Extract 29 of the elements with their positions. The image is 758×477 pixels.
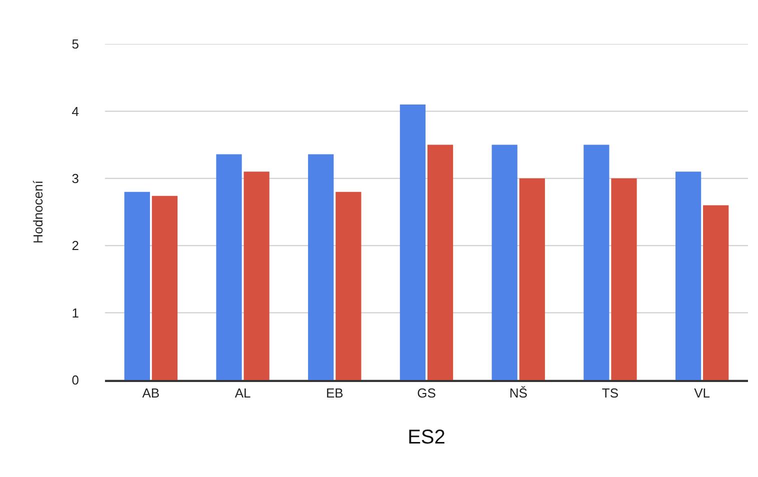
y-tick-label: 2	[72, 238, 79, 254]
bar	[400, 104, 426, 380]
bar	[519, 178, 545, 380]
y-tick-label: 3	[72, 170, 79, 186]
y-axis-title: Hodnocení	[30, 180, 46, 244]
x-tick-label: EB	[326, 385, 344, 400]
bar	[675, 172, 702, 380]
text: ES2	[408, 426, 446, 448]
x-tick-label: TS	[602, 385, 619, 400]
bar	[611, 178, 637, 380]
x-tick-label: VL	[694, 385, 710, 400]
x-tick-label: AB	[142, 385, 160, 400]
bar	[308, 154, 334, 380]
y-tick-label: 4	[72, 104, 79, 119]
bar	[492, 144, 518, 380]
y-tick-label: 0	[72, 372, 79, 388]
bar	[336, 192, 362, 380]
y-tick-label: 5	[72, 36, 79, 52]
bar	[244, 172, 270, 380]
bar	[584, 144, 610, 380]
bar	[703, 205, 729, 380]
bar	[124, 192, 150, 380]
x-tick-label: NŠ	[509, 385, 528, 400]
x-tick-label: AL	[234, 385, 251, 400]
y-tick-label: 1	[72, 305, 79, 320]
bar	[216, 154, 242, 380]
bar	[152, 196, 178, 380]
bar	[427, 144, 454, 380]
x-tick-label: GS	[417, 385, 436, 400]
